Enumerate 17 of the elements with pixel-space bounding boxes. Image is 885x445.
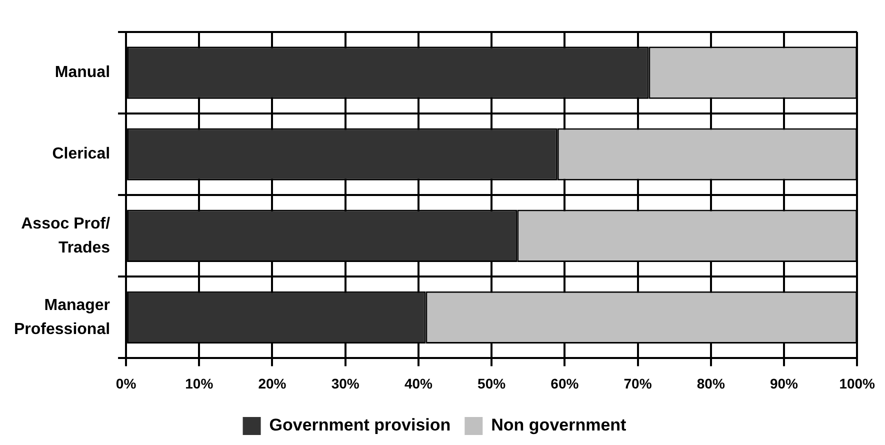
x-tick-label: 0% xyxy=(116,375,137,392)
y-tick-label: Clerical xyxy=(52,146,110,163)
x-tick-label: 10% xyxy=(185,375,214,392)
x-tick-label: 100% xyxy=(839,375,876,392)
legend-label: Non government xyxy=(491,416,627,435)
x-tick-label: 90% xyxy=(770,375,799,392)
x-tick-label: 70% xyxy=(624,375,652,392)
x-tick-label: 60% xyxy=(550,375,580,392)
x-tick-label: 20% xyxy=(258,375,287,392)
y-tick-label: Assoc Prof/ Trades xyxy=(21,215,111,256)
x-tick-label: 40% xyxy=(404,375,434,392)
x-tick-label: 30% xyxy=(331,375,360,392)
legend-label: Government provision xyxy=(269,416,451,435)
x-tick-label: 50% xyxy=(478,375,506,392)
y-tick-label: Manual xyxy=(54,64,110,82)
x-tick-label: 80% xyxy=(696,375,726,392)
y-tick-label: Manager Professional xyxy=(14,296,110,338)
